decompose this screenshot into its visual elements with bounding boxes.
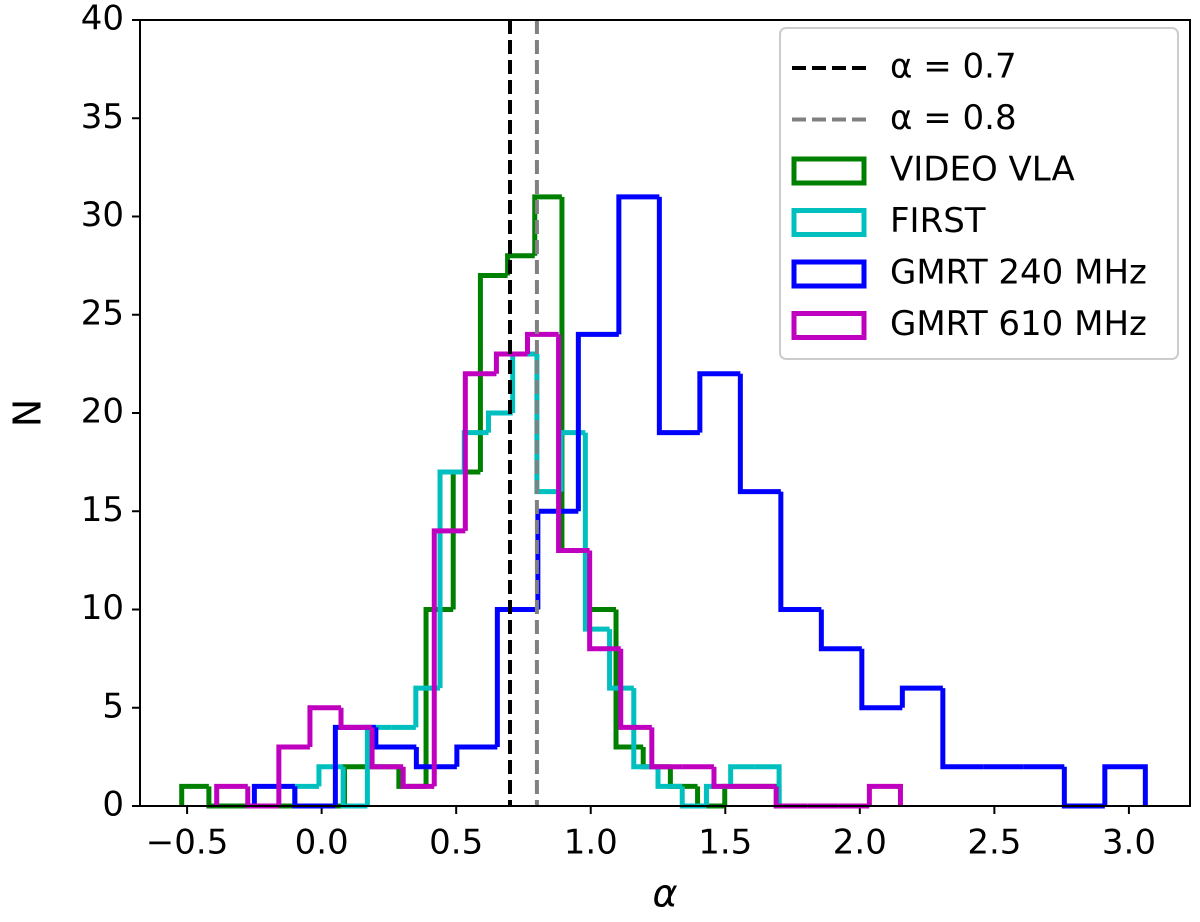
histogram-step (413, 747, 457, 770)
y-axis-label: N (6, 399, 50, 427)
histogram-step (510, 351, 537, 413)
histogram-step (373, 727, 417, 750)
x-tick-label: −0.5 (146, 823, 229, 863)
histogram-step (679, 786, 707, 809)
legend-handle (791, 208, 867, 237)
histogram-step (859, 648, 903, 711)
histogram-step (737, 373, 781, 495)
histogram-step (818, 609, 862, 652)
x-tick-label: 1.5 (698, 823, 752, 863)
histogram-step (307, 705, 342, 748)
histogram-step (866, 783, 903, 806)
y-tick-label: 40 (81, 0, 124, 39)
histogram-step (369, 727, 404, 770)
legend-label: FIRST (890, 201, 986, 241)
histogram-step (1061, 766, 1105, 809)
histogram-step (462, 371, 497, 531)
histogram-step (697, 371, 741, 433)
y-tick-label: 5 (102, 686, 124, 726)
legend-handle (791, 156, 867, 186)
y-tick-label: 25 (81, 293, 124, 333)
legend-box (779, 27, 1179, 360)
histogram-step (400, 766, 435, 789)
histogram-step (656, 196, 700, 436)
x-tick-label: 0.5 (429, 823, 483, 863)
plot-frame (139, 19, 1191, 807)
y-tick-label: 35 (81, 97, 124, 137)
histogram-step (251, 783, 295, 806)
histogram-step (778, 491, 822, 612)
legend-label: GMRT 610 MHz (890, 304, 1147, 344)
histogram-step (532, 194, 562, 256)
legend-handle (791, 259, 867, 289)
histogram-step (1102, 764, 1148, 806)
x-tick-label: 2.0 (833, 823, 887, 863)
histogram-step (206, 786, 237, 809)
histogram-step (423, 607, 454, 787)
histogram-step (695, 786, 725, 809)
histogram-step (616, 194, 660, 335)
histogram-step (505, 253, 535, 276)
histogram-step (454, 744, 498, 767)
histogram-step (586, 550, 617, 612)
histogram-step (292, 786, 336, 809)
histogram-step (618, 648, 652, 730)
legend-label: α = 0.8 (890, 98, 1017, 138)
x-tick-label: 0.0 (295, 823, 349, 863)
histogram-step (431, 528, 466, 787)
y-tick-label: 15 (81, 490, 124, 530)
histogram-step (722, 783, 752, 806)
histogram-step (649, 727, 683, 770)
histogram-step (728, 764, 755, 787)
histogram-step (316, 764, 344, 787)
histogram-step (754, 764, 782, 806)
histogram-step (276, 744, 310, 806)
x-axis-label: α (652, 872, 677, 916)
histogram-step (338, 707, 373, 730)
histogram-step (582, 432, 610, 632)
histogram-step (575, 331, 619, 512)
y-tick-label: 0 (102, 785, 124, 825)
histogram-step (493, 351, 528, 374)
legend-handle (791, 311, 867, 340)
histogram-step (655, 766, 683, 789)
histogram-step (461, 430, 489, 472)
histogram-step (899, 685, 943, 708)
y-tick-label: 20 (81, 392, 124, 432)
histogram-step (292, 783, 319, 806)
x-tick-label: 1.0 (564, 823, 618, 863)
histogram-step (556, 334, 590, 554)
histogram-step (558, 430, 586, 492)
histogram-step (640, 747, 671, 770)
x-tick-label: 2.5 (967, 823, 1021, 863)
histogram-step (667, 766, 698, 789)
x-tick-label: 3.0 (1102, 823, 1156, 863)
histogram-step (940, 688, 984, 770)
histogram-step (711, 766, 746, 789)
legend-label: VIDEO VLA (890, 150, 1075, 190)
histogram-step (437, 469, 465, 689)
histogram-step (477, 272, 508, 472)
histogram-step (179, 783, 209, 806)
legend-label: α = 0.7 (890, 47, 1017, 87)
histogram-step (494, 607, 538, 748)
legend-label: GMRT 240 MHz (890, 253, 1147, 293)
y-tick-label: 30 (81, 195, 124, 235)
histogram-step (485, 410, 513, 433)
histogram-step (214, 783, 248, 806)
y-tick-label: 10 (81, 588, 124, 628)
histogram-step (587, 550, 621, 652)
histogram-step (524, 331, 559, 355)
